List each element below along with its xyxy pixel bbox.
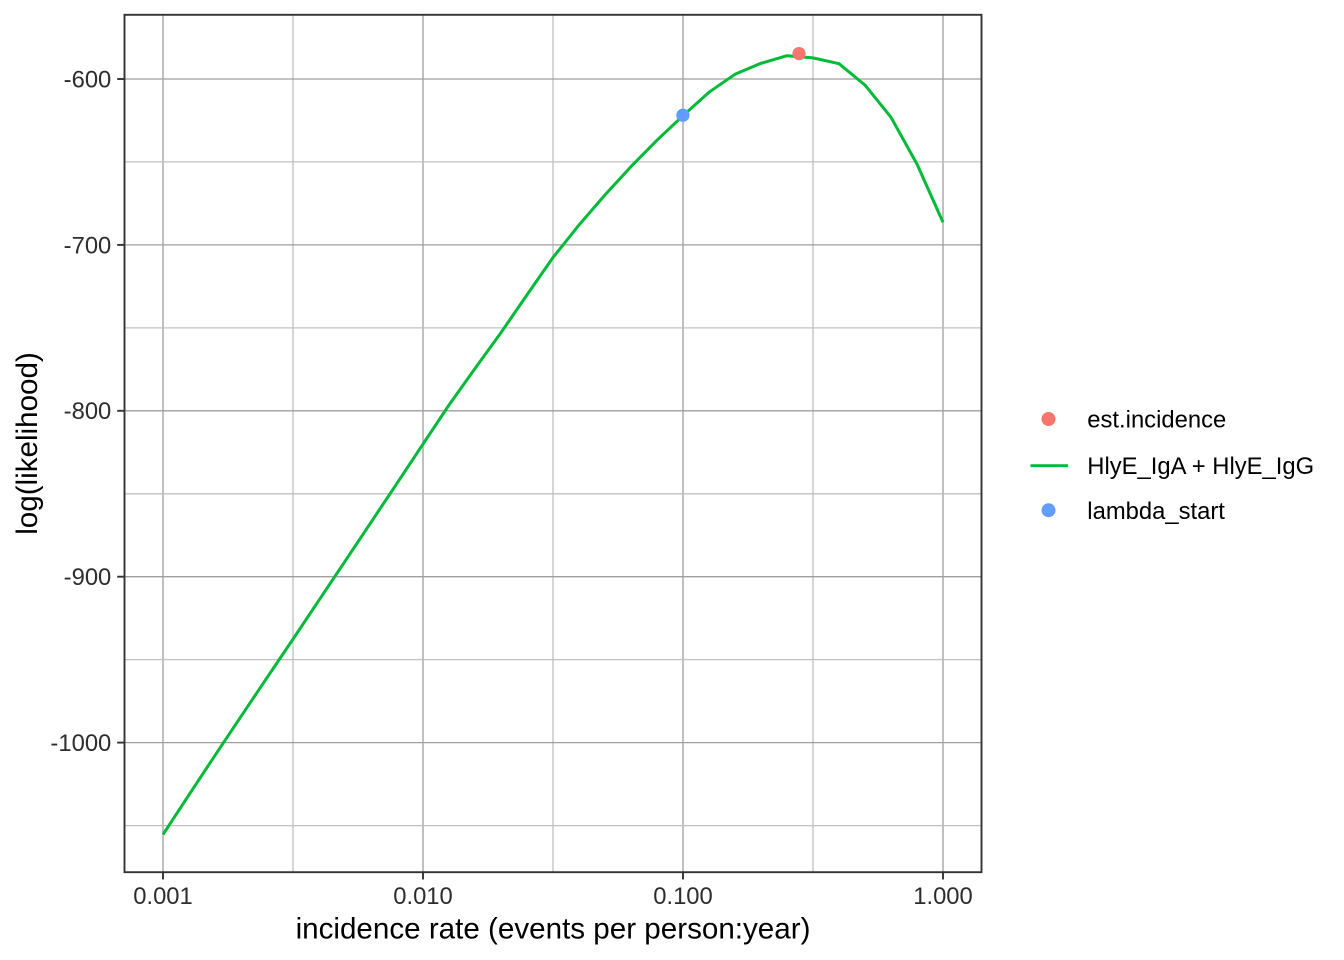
svg-text:lambda_start: lambda_start bbox=[1087, 498, 1225, 525]
svg-text:-700: -700 bbox=[64, 232, 112, 259]
svg-text:0.100: 0.100 bbox=[653, 883, 713, 910]
svg-text:HlyE_IgA + HlyE_IgG: HlyE_IgA + HlyE_IgG bbox=[1087, 453, 1314, 480]
svg-text:-1000: -1000 bbox=[50, 730, 111, 757]
svg-text:incidence rate (events per per: incidence rate (events per person:year) bbox=[296, 913, 811, 946]
svg-text:1.000: 1.000 bbox=[913, 883, 973, 910]
svg-text:-600: -600 bbox=[64, 66, 112, 93]
svg-text:0.010: 0.010 bbox=[393, 883, 453, 910]
svg-text:est.incidence: est.incidence bbox=[1087, 407, 1226, 434]
svg-text:-900: -900 bbox=[64, 564, 112, 591]
svg-text:-800: -800 bbox=[64, 398, 112, 425]
svg-text:0.001: 0.001 bbox=[133, 883, 193, 910]
svg-text:log(likelihood): log(likelihood) bbox=[11, 352, 44, 535]
